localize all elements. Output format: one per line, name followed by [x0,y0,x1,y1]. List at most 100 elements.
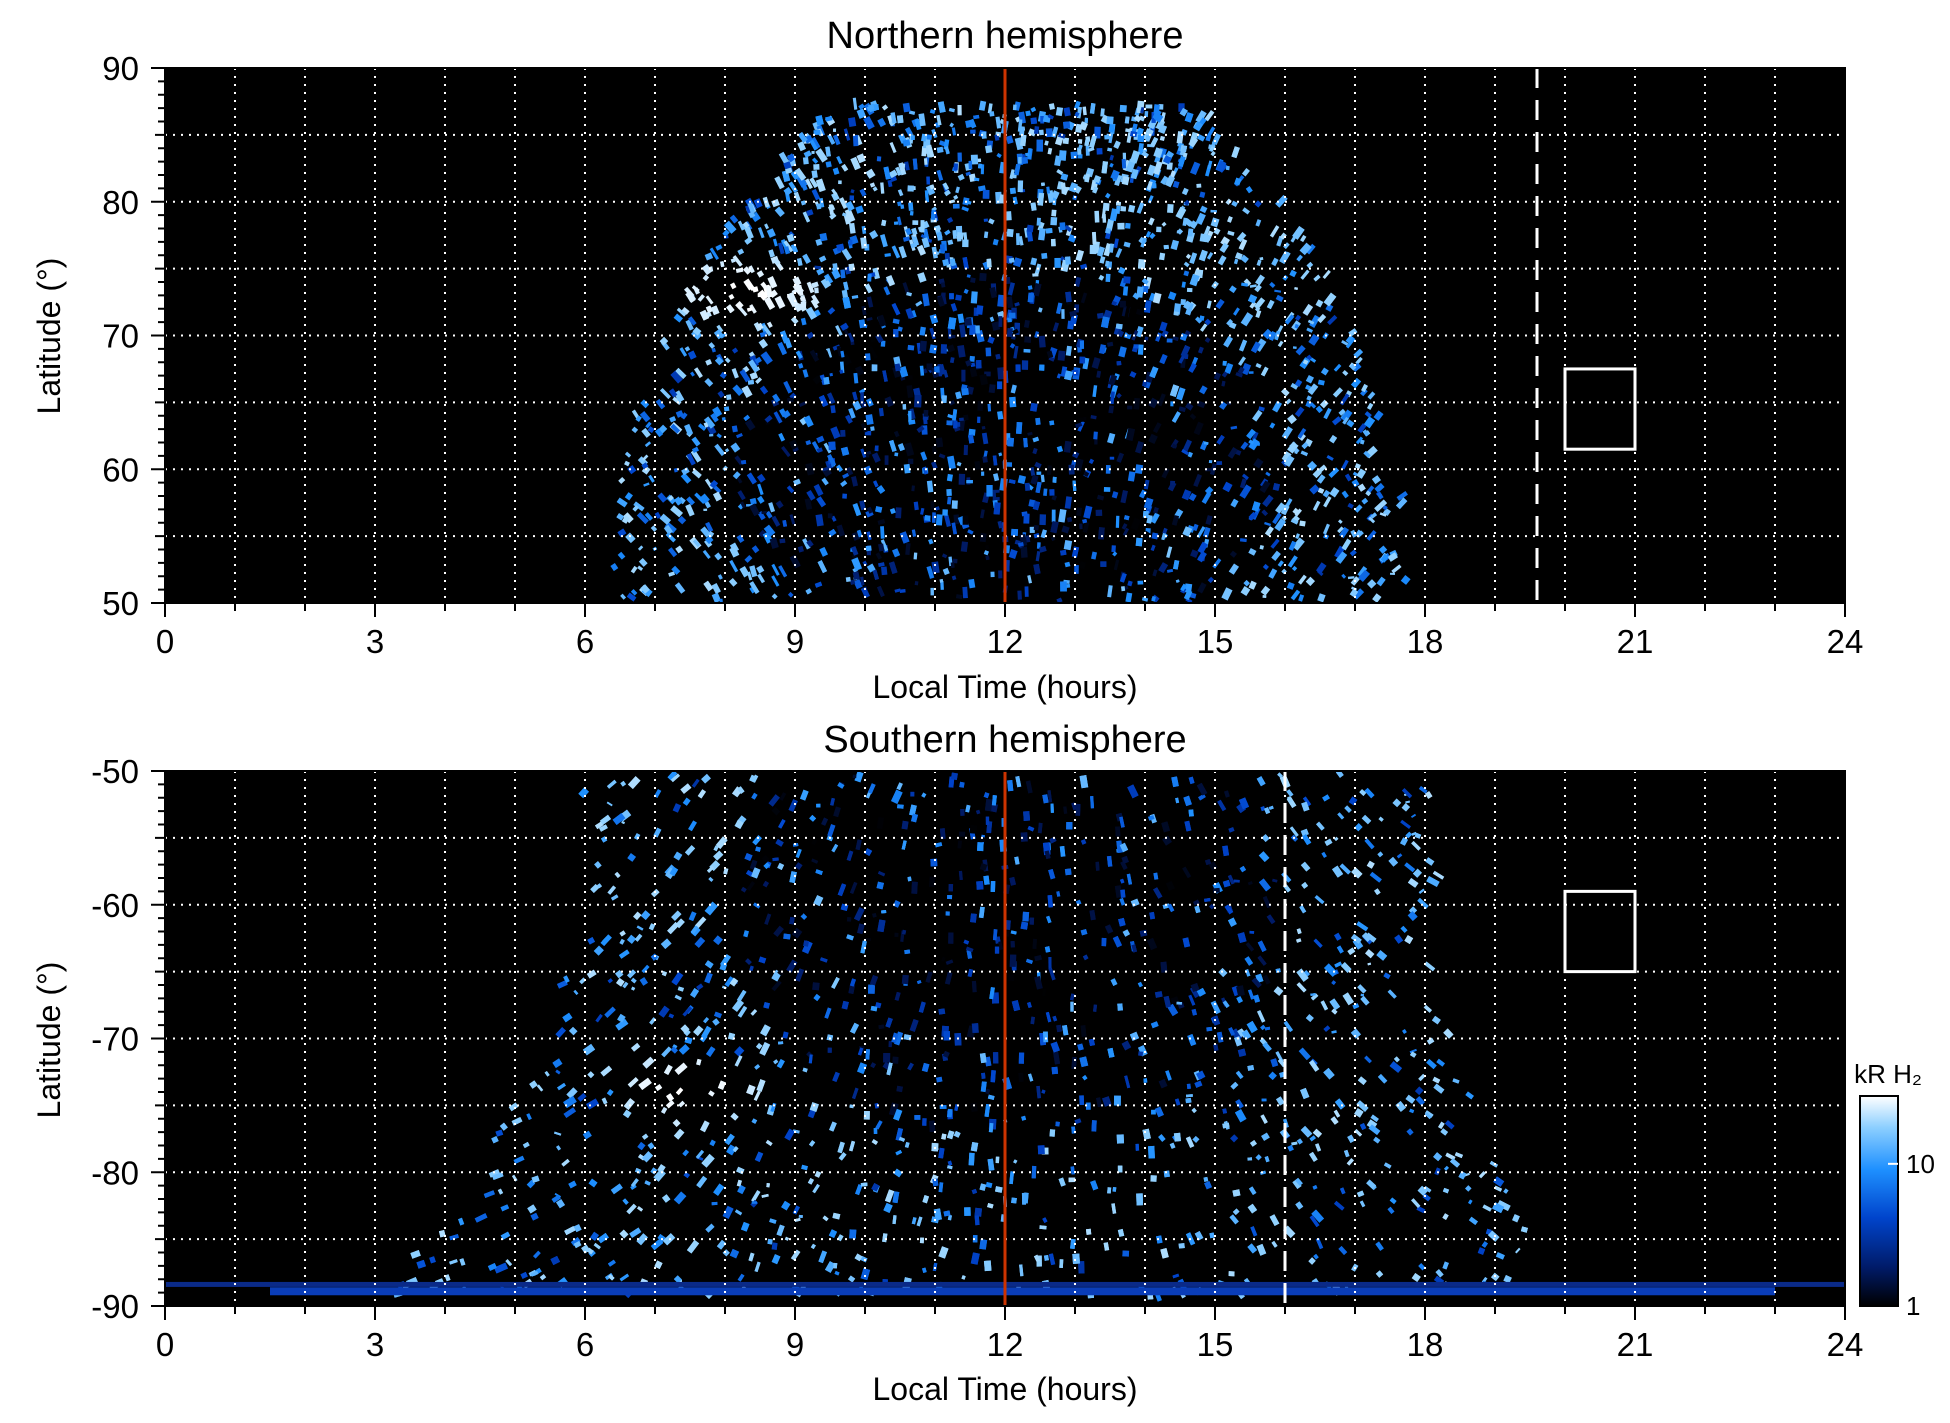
northern-emission-streak [1027,575,1033,584]
northern-emission-streak [1268,568,1278,579]
northern-emission-streak [856,108,867,119]
southern-emission-streak [1191,1107,1197,1114]
southern-emission-streak [911,881,918,894]
southern-emission-streak [939,828,946,840]
southern-emission-streak [1477,1247,1486,1255]
northern-emission-streak [690,371,695,377]
northern-emission-streak [1013,101,1021,111]
northern-emission-streak [1141,285,1149,294]
southern-emission-streak [1104,924,1114,934]
northern-emission-streak [1351,479,1360,488]
southern-emission-streak [1497,1200,1511,1212]
northern-emission-streak [1308,333,1320,346]
southern-emission-streak [901,929,907,935]
northern-emission-streak [1296,254,1303,262]
northern-emission-streak [1205,486,1214,495]
northern-emission-streak [1127,204,1136,213]
northern-emission-streak [641,427,651,438]
northern-emission-streak [1376,491,1384,500]
northern-emission-streak [735,301,744,310]
northern-emission-streak [681,307,690,315]
northern-emission-streak [1098,527,1105,540]
northern-emission-streak [1240,441,1249,451]
northern-emission-streak [873,480,879,488]
southern-emission-streak [513,1155,525,1164]
northern-emission-streak [853,578,863,590]
northern-emission-streak [1271,550,1281,561]
northern-emission-streak [744,554,753,563]
southern-emission-streak [1050,1041,1060,1053]
northern-emission-streak [1231,146,1240,159]
northern-emission-streak [1102,202,1110,211]
northern-emission-streak [953,514,960,525]
northern-emission-streak [860,576,865,586]
northern-emission-streak [1366,530,1377,541]
southern-emission-streak [688,820,697,832]
northern-panel: Northern hemisphere 0 3 6 9 12 15 18 21 24506070… [31,15,1863,705]
northern-emission-streak [917,272,927,283]
southern-emission-streak [734,1055,743,1067]
northern-emission-streak [737,220,745,231]
northern-emission-streak [973,114,980,120]
northern-emission-streak [630,565,638,574]
southern-emission-streak [984,1103,991,1118]
northern-emission-streak [850,156,861,171]
northern-emission-streak [722,229,730,237]
southern-emission-streak [1271,1240,1278,1248]
southern-emission-streak [1442,1213,1449,1220]
northern-emission-streak [1041,252,1048,260]
northern-emission-streak [868,345,878,360]
southern-emission-streak [634,833,641,840]
southern-emission-streak [783,933,791,940]
northern-emission-streak [1309,484,1320,495]
northern-emission-streak [794,167,807,181]
southern-emission-streak [614,871,621,879]
northern-emission-streak [1121,158,1127,169]
northern-emission-streak [829,372,833,377]
southern-emission-streak [610,1183,623,1195]
southern-emission-streak [807,1177,815,1185]
northern-emission-streak [713,328,724,340]
northern-emission-streak [671,565,681,575]
northern-emission-streak [1100,114,1110,124]
northern-emission-streak [937,101,946,113]
southern-emission-streak [1234,1109,1247,1123]
northern-emission-streak [909,210,914,216]
southern-emission-streak [1139,929,1148,937]
southern-emission-streak [638,1153,646,1161]
northern-emission-streak [970,277,976,283]
northern-emission-streak [1302,303,1314,316]
northern-emission-streak [744,226,754,240]
northern-emission-streak [818,394,829,408]
northern-emission-streak [1136,127,1144,136]
southern-emission-streak [896,782,903,791]
southern-emission-streak [918,1001,926,1013]
northern-emission-streak [647,426,655,434]
southern-emission-streak [1417,1185,1428,1196]
northern-emission-streak [1034,331,1039,339]
southern-emission-streak [749,774,758,783]
northern-emission-streak [1065,291,1072,303]
northern-emission-streak [1184,199,1190,206]
northern-emission-streak [936,296,945,307]
northern-emission-streak [1304,384,1312,391]
northern-emission-streak [1153,507,1159,514]
southern-emission-streak [1389,1061,1403,1073]
southern-emission-streak [1231,985,1241,997]
northern-emission-streak [1215,160,1227,173]
northern-emission-streak [910,242,918,249]
northern-emission-streak [1254,297,1266,310]
southern-emission-streak [1346,1158,1354,1166]
northern-emission-streak [1185,597,1193,603]
northern-emission-streak [1382,507,1391,517]
southern-emission-streak [855,1184,863,1196]
northern-emission-streak [877,519,886,525]
southern-emission-streak [1170,996,1179,1004]
southern-emission-streak [947,1214,952,1221]
southern-emission-streak [1245,969,1251,977]
northern-emission-streak [873,104,879,111]
northern-emission-streak [1264,521,1272,527]
northern-emission-streak [830,405,836,414]
northern-emission-streak [746,472,757,485]
northern-emission-streak [694,492,706,505]
